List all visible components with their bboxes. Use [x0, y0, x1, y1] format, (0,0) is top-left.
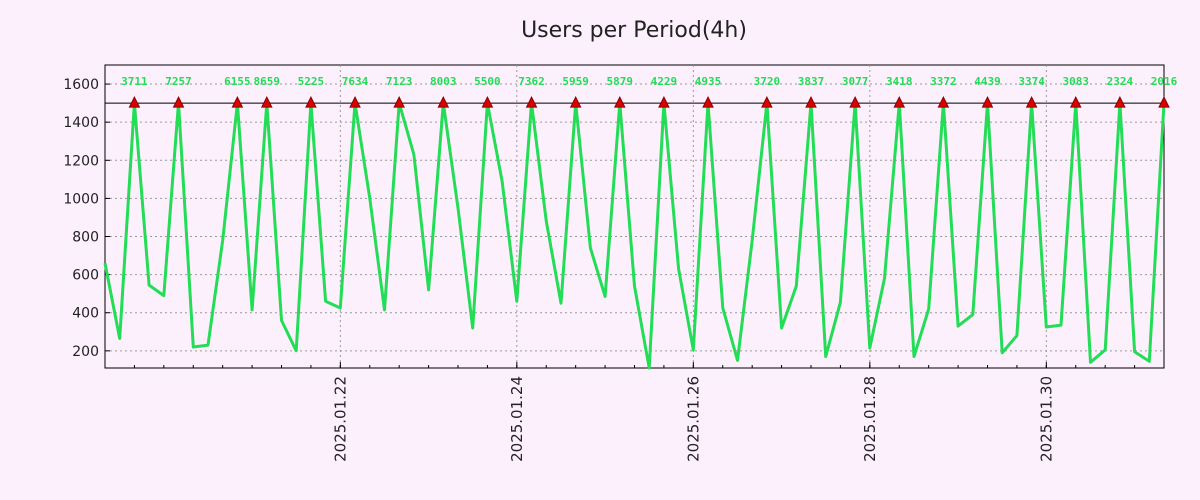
y-tick-label: 800 [72, 230, 99, 246]
x-tick-label: 2025.01.24 [508, 376, 526, 462]
x-tick-label: 2025.01.30 [1037, 376, 1055, 462]
peak-label: 3418 [886, 75, 913, 88]
peak-label: 5500 [474, 75, 501, 88]
peak-marker [761, 95, 773, 108]
peak-marker [805, 95, 817, 108]
y-tick-label: 1200 [63, 153, 99, 169]
peak-label: 5879 [607, 75, 634, 88]
peak-marker [569, 95, 582, 108]
y-tick-label: 600 [72, 268, 99, 284]
peak-label: 8659 [254, 75, 281, 88]
peak-marker [172, 95, 185, 108]
y-tick-label: 200 [72, 344, 99, 360]
peak-marker [849, 95, 861, 108]
peak-label: 3711 [121, 75, 148, 88]
peak-label: 3372 [930, 75, 957, 88]
peak-label: 3077 [842, 75, 869, 88]
peak-marker [525, 95, 538, 108]
peak-marker [481, 95, 494, 108]
chart-title: Users per Period(4h) [521, 18, 747, 43]
x-tick-label: 2025.01.26 [684, 376, 702, 462]
peak-label: 8003 [430, 75, 457, 88]
peak-marker [702, 95, 714, 108]
y-tick-label: 1600 [63, 77, 99, 93]
peak-label: 4935 [695, 75, 722, 88]
plot-area [104, 64, 1165, 369]
y-tick-label: 1400 [63, 115, 99, 131]
peak-marker [658, 95, 670, 108]
peak-label: 2324 [1107, 75, 1134, 88]
y-tick-label: 1000 [63, 191, 99, 207]
peak-marker [349, 95, 361, 108]
peak-marker [1069, 95, 1082, 108]
x-tick-label: 2025.01.22 [331, 376, 349, 462]
peak-marker [937, 95, 950, 108]
peak-label: 4439 [974, 75, 1001, 88]
peak-marker [231, 95, 244, 108]
peak-label: 4229 [651, 75, 678, 88]
peak-marker [437, 95, 450, 108]
peak-label: 6155 [224, 75, 251, 88]
peak-marker [893, 95, 906, 108]
peak-marker [1114, 95, 1126, 108]
peak-label: 5225 [298, 75, 325, 88]
peak-marker [1158, 95, 1170, 108]
peak-label: 3374 [1018, 75, 1045, 88]
y-tick-label: 400 [72, 306, 99, 322]
peak-label: 7634 [342, 75, 369, 88]
peak-label: 3083 [1063, 75, 1090, 88]
axis-ticks: 200 400 600 800 1000 1200 1400 1600 2025.01.22 20… [63, 77, 1165, 462]
peak-marker [1025, 95, 1038, 108]
peak-label: 7257 [165, 75, 192, 88]
peak-labels: 3711 7257 6155 8659 5225 7634 7123 8003 5500 7362… [121, 75, 1177, 88]
peak-marker [613, 95, 626, 108]
peak-markers [128, 95, 1170, 108]
peak-label: 5959 [562, 75, 589, 88]
peak-label: 3720 [754, 75, 781, 88]
peak-marker [305, 95, 317, 108]
peak-label: 3837 [798, 75, 825, 88]
peak-label: 7123 [386, 75, 413, 88]
peak-marker [128, 95, 141, 108]
peak-label: 2016 [1151, 75, 1178, 88]
peak-marker [393, 95, 405, 108]
peak-label: 7362 [518, 75, 545, 88]
peak-marker [981, 95, 994, 108]
x-tick-label: 2025.01.28 [861, 376, 879, 462]
peak-marker [260, 95, 273, 108]
